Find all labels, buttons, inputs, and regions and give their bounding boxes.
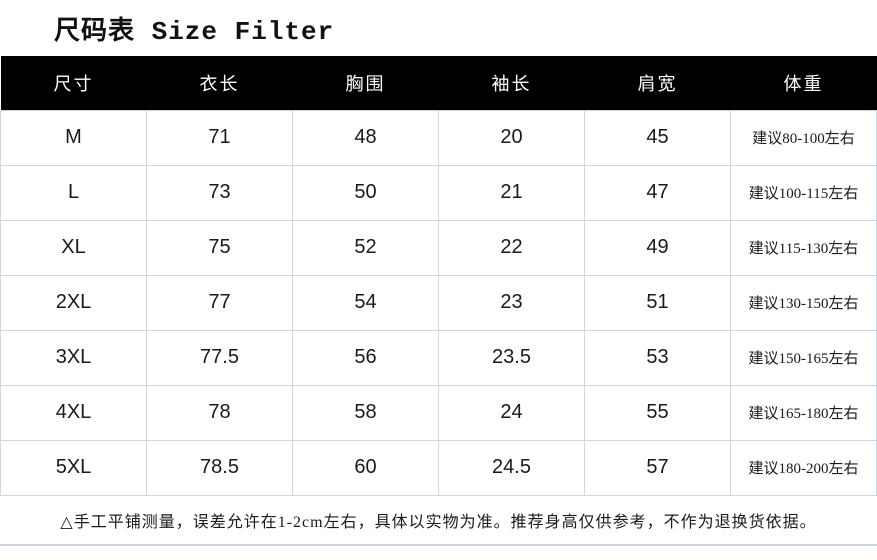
header-row: 尺寸 衣长 胸围 袖长 肩宽 体重: [0, 56, 877, 110]
size-cell: L: [0, 164, 147, 221]
weight-cell: 建议180-200左右: [730, 439, 877, 496]
weight-cell: 建议150-165左右: [730, 329, 877, 386]
length-cell: 71: [146, 109, 293, 166]
sleeve-cell: 22: [438, 219, 585, 276]
shoulder-cell: 45: [584, 109, 731, 166]
chest-cell: 60: [292, 439, 439, 496]
size-cell: 3XL: [0, 329, 147, 386]
weight-cell: 建议115-130左右: [730, 219, 877, 276]
header-cell-chest: 胸围: [292, 56, 439, 110]
length-cell: 77: [146, 274, 293, 331]
sleeve-cell: 21: [438, 164, 585, 221]
chest-cell: 56: [292, 329, 439, 386]
shoulder-cell: 57: [584, 439, 731, 496]
chest-cell: 58: [292, 384, 439, 441]
size-chart-body: M 71 48 20 45 建议80-100左右 L 73 50 21 47 建…: [0, 109, 877, 496]
table-row-2xl: 2XL 77 54 23 51 建议130-150左右: [0, 274, 877, 331]
weight-cell: 建议165-180左右: [730, 384, 877, 441]
sleeve-cell: 23.5: [438, 329, 585, 386]
chest-cell: 50: [292, 164, 439, 221]
table-row-l: L 73 50 21 47 建议100-115左右: [0, 164, 877, 221]
weight-cell: 建议100-115左右: [730, 164, 877, 221]
length-cell: 77.5: [146, 329, 293, 386]
sleeve-cell: 23: [438, 274, 585, 331]
weight-cell: 建议80-100左右: [730, 109, 877, 166]
length-cell: 78: [146, 384, 293, 441]
page-title: 尺码表 Size Filter: [54, 16, 335, 47]
sleeve-cell: 24: [438, 384, 585, 441]
weight-cell: 建议130-150左右: [730, 274, 877, 331]
table-row-5xl: 5XL 78.5 60 24.5 57 建议180-200左右: [0, 439, 877, 496]
header-cell-sleeve: 袖长: [438, 56, 585, 110]
length-cell: 73: [146, 164, 293, 221]
length-cell: 75: [146, 219, 293, 276]
title-bar: 尺码表 Size Filter: [0, 0, 877, 56]
size-cell: 4XL: [0, 384, 147, 441]
size-cell: XL: [0, 219, 147, 276]
table-row-3xl: 3XL 77.5 56 23.5 53 建议150-165左右: [0, 329, 877, 386]
chest-cell: 54: [292, 274, 439, 331]
chest-cell: 48: [292, 109, 439, 166]
table-row-m: M 71 48 20 45 建议80-100左右: [0, 109, 877, 166]
table-row-xl: XL 75 52 22 49 建议115-130左右: [0, 219, 877, 276]
shoulder-cell: 55: [584, 384, 731, 441]
shoulder-cell: 53: [584, 329, 731, 386]
length-cell: 78.5: [146, 439, 293, 496]
size-cell: M: [0, 109, 147, 166]
chest-cell: 52: [292, 219, 439, 276]
footer-note: △手工平铺测量，误差允许在1-2cm左右，具体以实物为准。推荐身高仅供参考，不作…: [60, 513, 817, 531]
size-cell: 2XL: [0, 274, 147, 331]
header-cell-length: 衣长: [146, 56, 293, 110]
sleeve-cell: 24.5: [438, 439, 585, 496]
table-row-4xl: 4XL 78 58 24 55 建议165-180左右: [0, 384, 877, 441]
footer-note-row: △手工平铺测量，误差允许在1-2cm左右，具体以实物为准。推荐身高仅供参考，不作…: [0, 496, 877, 546]
header-cell-size: 尺寸: [0, 56, 147, 110]
size-cell: 5XL: [0, 439, 147, 496]
shoulder-cell: 49: [584, 219, 731, 276]
size-chart-table: 尺寸 衣长 胸围 袖长 肩宽 体重 M 71 48 20 45 建议80-100…: [0, 56, 877, 496]
sleeve-cell: 20: [438, 109, 585, 166]
shoulder-cell: 51: [584, 274, 731, 331]
header-cell-weight: 体重: [730, 56, 877, 110]
size-chart-header: 尺寸 衣长 胸围 袖长 肩宽 体重: [0, 56, 877, 110]
shoulder-cell: 47: [584, 164, 731, 221]
header-cell-shoulder: 肩宽: [584, 56, 731, 110]
